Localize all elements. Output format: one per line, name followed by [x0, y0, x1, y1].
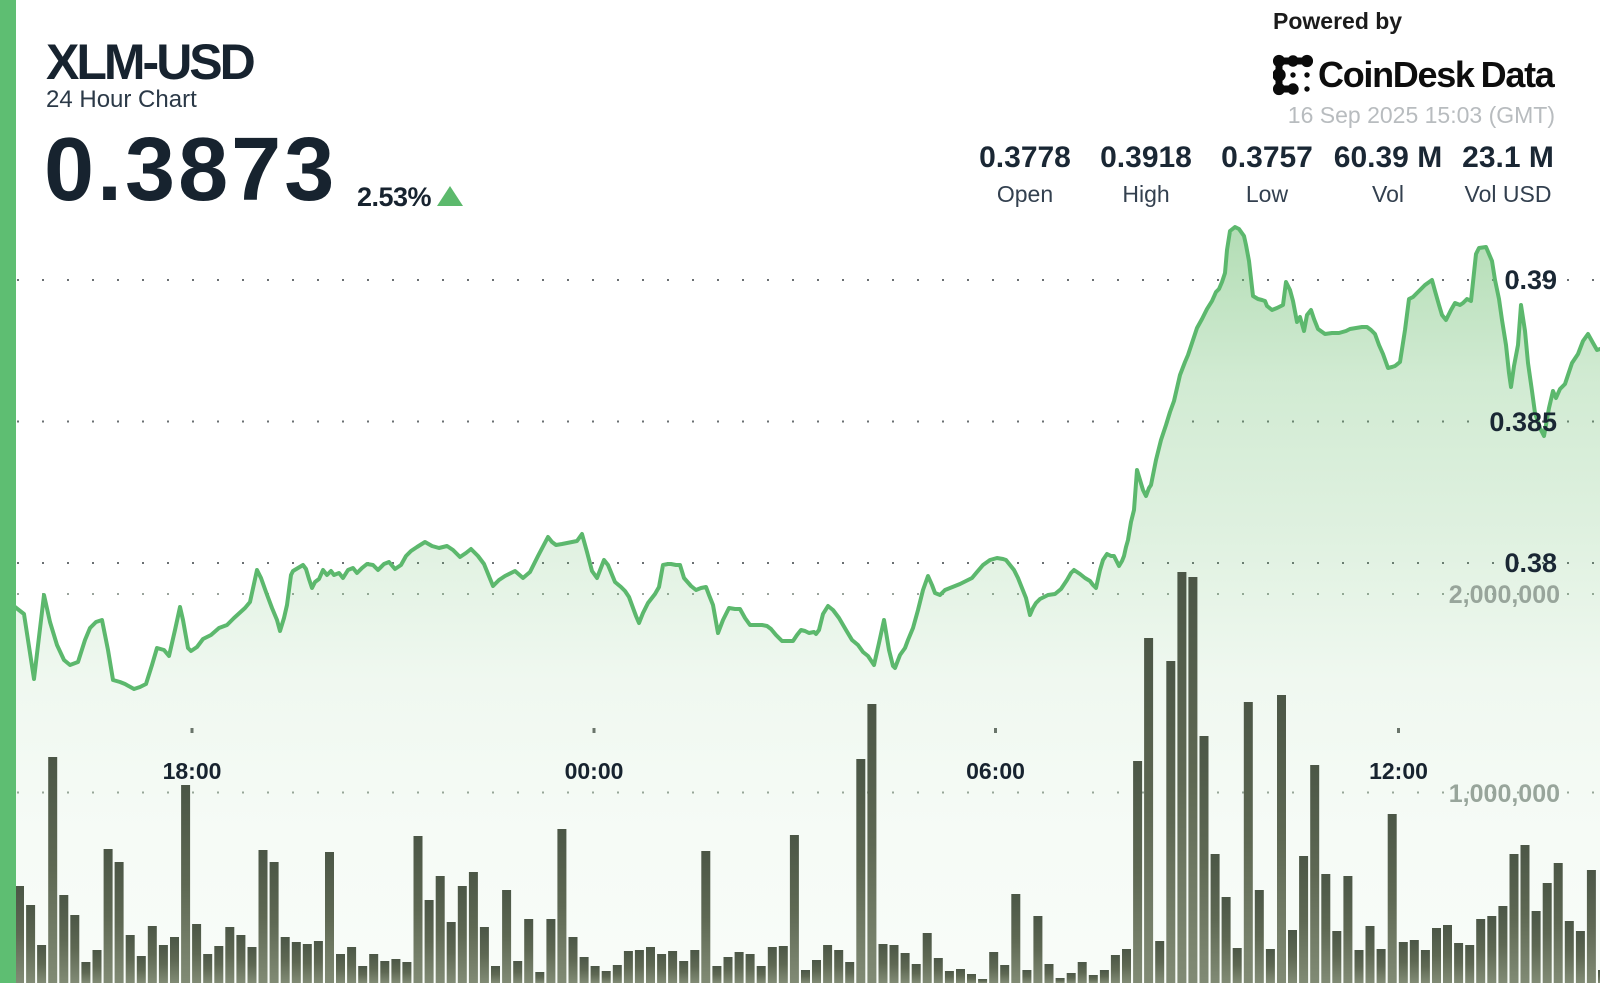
svg-text:0.385: 0.385: [1489, 407, 1557, 437]
svg-text:18:00: 18:00: [163, 758, 222, 784]
svg-text:06:00: 06:00: [966, 758, 1025, 784]
svg-text:12:00: 12:00: [1369, 758, 1428, 784]
svg-text:1,000,000: 1,000,000: [1449, 780, 1560, 808]
svg-text:00:00: 00:00: [565, 758, 624, 784]
svg-text:2,000,000: 2,000,000: [1449, 581, 1560, 609]
svg-text:0.39: 0.39: [1504, 265, 1557, 295]
svg-text:0.38: 0.38: [1504, 548, 1557, 578]
